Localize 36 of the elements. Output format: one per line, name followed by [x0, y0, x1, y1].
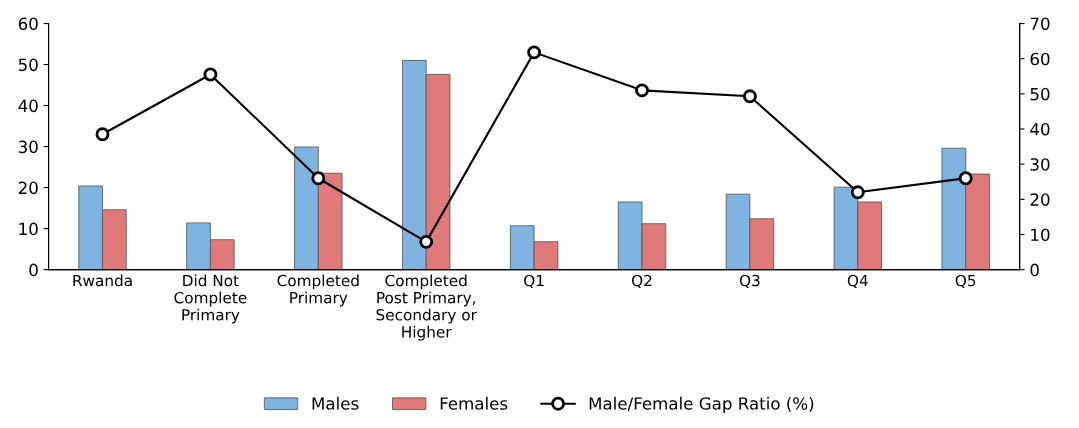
legend-label: Male/Female Gap Ratio (%): [589, 396, 814, 413]
x-tick-label: Q3: [739, 274, 760, 289]
legend-label: Females: [440, 396, 508, 410]
y2-tick-label: 30: [1030, 158, 1050, 171]
y2-tick-label: 60: [1030, 52, 1050, 66]
x-tick-label: Q1: [524, 274, 544, 289]
y2-tick-label: 70: [1030, 17, 1050, 31]
point: [95, 127, 110, 142]
x-tick-label: Q4: [847, 274, 868, 289]
point: [635, 83, 649, 98]
x-tick-label: Completed Post Primary, Secondary or Higher: [376, 274, 477, 341]
y-tick-label: 10: [19, 222, 38, 236]
y-tick-label: 50: [18, 58, 38, 72]
x-tick-label: Did Not Complete Primary: [174, 274, 247, 324]
x-tick-label: Q5: [955, 274, 976, 289]
point: [311, 171, 326, 186]
point: [958, 171, 973, 186]
point: [419, 234, 434, 249]
y2-tick-label: 40: [1030, 122, 1050, 136]
point: [527, 45, 542, 60]
y-tick-label: 20: [18, 181, 38, 195]
y2-tick-label: 20: [1030, 193, 1050, 206]
y-tick-label: 30: [18, 140, 38, 154]
x-tick-label: Completed Primary: [277, 274, 359, 307]
x-tick-label: Rwanda: [73, 274, 132, 287]
y-tick-label: 60: [18, 17, 38, 31]
y-tick-label: 40: [18, 99, 38, 113]
point: [742, 89, 757, 104]
y2-tick-label: 0: [1030, 263, 1039, 277]
point: [203, 67, 218, 82]
x-tick-label: Q2: [631, 274, 652, 289]
point: [850, 185, 865, 200]
legend-label: Males: [312, 396, 359, 410]
y2-tick-label: 50: [1030, 87, 1050, 101]
y-tick-label: 0: [29, 263, 38, 277]
y2-tick-label: 10: [1031, 228, 1050, 242]
